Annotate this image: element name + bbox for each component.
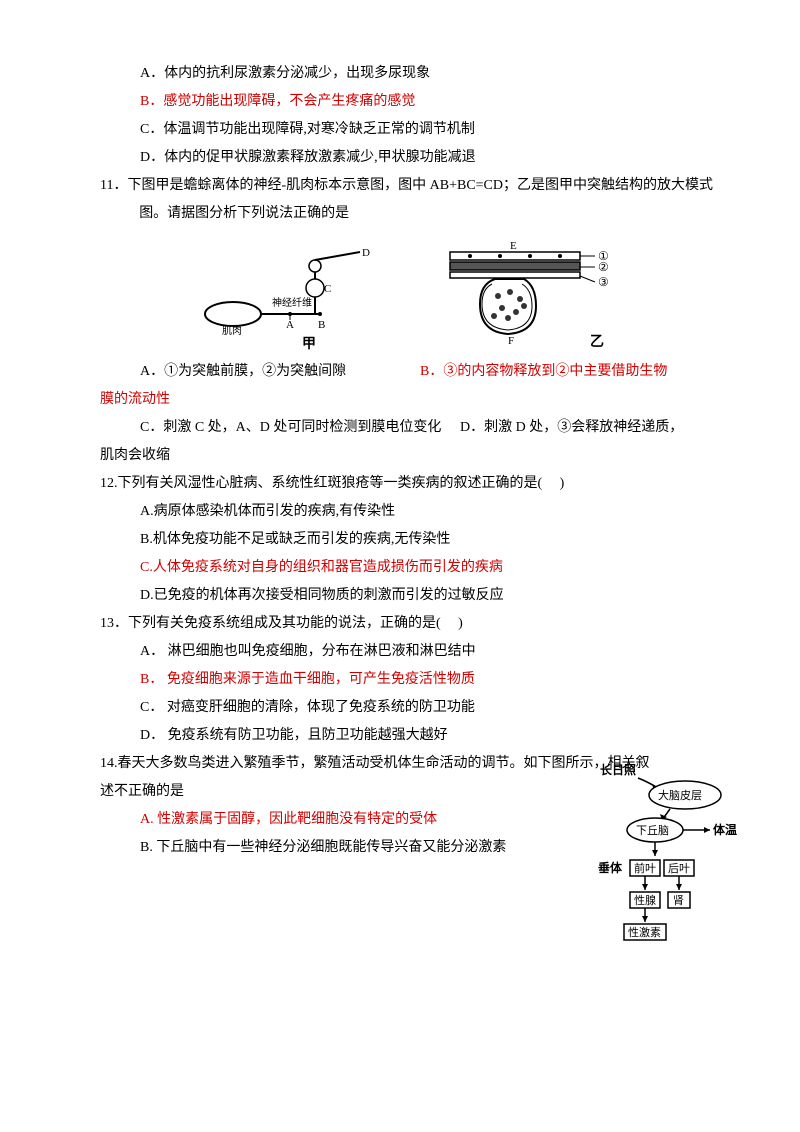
d14-temp: 体温 [713, 822, 737, 837]
q10-opt-a: A．体内的抗利尿激素分泌减少，出现多尿现象 [140, 60, 720, 88]
q13-intro: 13．下列有关免疫系统组成及其功能的说法，正确的是( ) [100, 610, 720, 638]
q12-opt-b: B.机体免疫功能不足或缺乏而引发的疾病,无传染性 [140, 526, 720, 554]
q11-opt-b-part2: 膜的流动性 [100, 386, 720, 414]
q10-opt-b: B．感觉功能出现障碍，不会产生疼痛的感觉 [140, 88, 720, 116]
q11-opt-c: C．刺激 C 处，A、D 处可同时检测到膜电位变化 [140, 414, 460, 442]
q12-intro: 12.下列有关风湿性心脏病、系统性红斑狼疮等一类疾病的叙述正确的是( ) [100, 470, 720, 498]
yi-3: ③ [598, 275, 609, 289]
q11-opt-d-part2: 肌肉会收缩 [100, 442, 720, 470]
q13-opt-c: C． 对癌变肝细胞的清除，体现了免疫系统的防卫功能 [140, 694, 720, 722]
q11-intro: 11．下图甲是蟾蜍离体的神经-肌肉标本示意图，图中 AB+BC=CD；乙是图甲中… [100, 172, 720, 228]
q12-intro-text: 下列有关风湿性心脏病、系统性红斑狼疮等一类疾病的叙述正确的是( ) [118, 476, 565, 491]
d14-kidney: 肾 [673, 894, 684, 907]
q12-opt-a: A.病原体感染机体而引发的疾病,有传染性 [140, 498, 720, 526]
d14-brain: 大脑皮层 [658, 788, 702, 802]
q14-num: 14. [100, 756, 118, 771]
d14-top: 长日照 [600, 762, 636, 777]
q11-row-cd: C．刺激 C 处，A、D 处可同时检测到膜电位变化 D．刺激 D 处，③会释放神… [100, 414, 720, 442]
q14-intro-text: 春天大多数鸟类进入繁殖季节，繁殖活动受机体生命活动的调节。如下图所示，相关叙 [118, 756, 650, 771]
q11-opt-d-part1: D．刺激 D 处，③会释放神经递质， [460, 414, 683, 442]
yi-f: F [508, 335, 514, 347]
jia-nerve-label: 神经纤维 [272, 296, 312, 309]
d14-horm: 性激素 [628, 925, 661, 939]
q12-opt-c: C.人体免疫系统对自身的组织和器官造成损伤而引发的疾病 [140, 554, 720, 582]
q13-intro-text: 下列有关免疫系统组成及其功能的说法，正确的是( ) [128, 616, 463, 631]
d14-ant: 前叶 [634, 861, 656, 875]
jia-caption: 甲 [302, 336, 316, 352]
yi-2: ② [598, 260, 609, 274]
jia-a: A [286, 319, 294, 331]
q10-opt-c: C．体温调节功能出现障碍,对寒冷缺乏正常的调节机制 [140, 116, 720, 144]
q14-block: 14.春天大多数鸟类进入繁殖季节，繁殖活动受机体生命活动的调节。如下图所示，相关… [100, 750, 720, 862]
q11-intro-text: 下图甲是蟾蜍离体的神经-肌肉标本示意图，图中 AB+BC=CD；乙是图甲中突触结… [127, 178, 713, 221]
q12-opt-d: D.已免疫的机体再次接受相同物质的刺激而引发的过敏反应 [140, 582, 720, 610]
d14-gonad: 性腺 [634, 893, 656, 907]
jia-c: C [324, 283, 331, 295]
q10-opt-d: D．体内的促甲状腺激素释放激素减少,甲状腺功能减退 [140, 144, 720, 172]
q12-num: 12. [100, 476, 118, 491]
q14-diagram: 长日照 大脑皮层 下丘脑 体温 垂体 前叶 后叶 [590, 760, 760, 961]
figure-jia: 肌肉 D A B C 神经纤维 甲 [200, 244, 390, 354]
q11-opt-a: A．①为突触前膜，②为突触间隙 [140, 358, 420, 386]
q14-opt-b: B. 下丘脑中有一些神经分泌细胞既能传导兴奋又能分泌激素 [140, 834, 540, 862]
q14-opt-a: A. 性激素属于固醇，因此靶细胞没有特定的受体 [140, 806, 540, 834]
d14-post: 后叶 [668, 862, 690, 875]
q13-opt-a: A． 淋巴细胞也叫免疫细胞，分布在淋巴液和淋巴结中 [140, 638, 720, 666]
yi-e: E [510, 240, 517, 252]
figure-yi: E F ① ② ③ 乙 [420, 234, 620, 354]
q13-num: 13． [100, 616, 128, 631]
d14-pit: 垂体 [598, 860, 623, 875]
jia-d: D [362, 247, 370, 259]
q11-num: 11． [100, 178, 127, 193]
jia-b: B [318, 319, 325, 331]
q11-figure: 肌肉 D A B C 神经纤维 甲 E [100, 234, 720, 354]
q13-opt-d: D． 免疫系统有防卫功能，且防卫功能越强大越好 [140, 722, 720, 750]
jia-muscle-label: 肌肉 [222, 324, 242, 337]
q11-opt-b-part1: B．③的内容物释放到②中主要借助生物 [420, 358, 667, 386]
q13-opt-b: B． 免疫细胞来源于造血干细胞，可产生免疫活性物质 [140, 666, 720, 694]
d14-hypo: 下丘脑 [636, 824, 669, 837]
q11-row-ab: A．①为突触前膜，②为突触间隙 B．③的内容物释放到②中主要借助生物 [100, 358, 720, 386]
yi-caption: 乙 [590, 334, 604, 350]
